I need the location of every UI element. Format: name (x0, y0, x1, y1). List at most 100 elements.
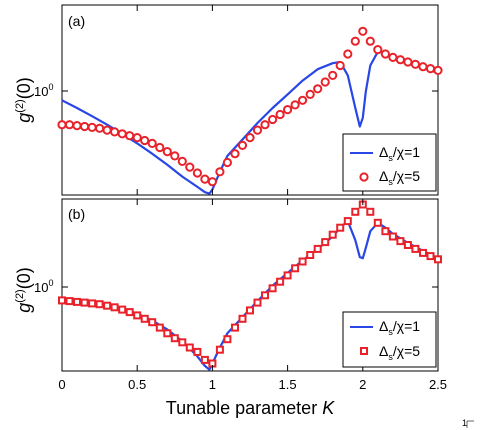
panel-a-marker (433, 65, 443, 76)
panel-a-legend-box (342, 133, 437, 192)
panel-b-marker (58, 296, 66, 305)
panel-b-marker (388, 232, 397, 241)
panel-a-marker (403, 57, 413, 67)
panel-a-marker (365, 36, 375, 46)
panel-b-marker (215, 345, 224, 354)
panel-a-marker (57, 120, 67, 130)
panel-b-marker (231, 323, 239, 332)
panel-a-marker (275, 109, 285, 120)
panel-a-marker (335, 60, 345, 71)
panel-b-marker (396, 237, 405, 246)
panel-b-ylabel-g: g (14, 303, 34, 313)
panel-b-marker (73, 297, 81, 306)
panel-a-marker (125, 131, 135, 141)
panel-b-marker (193, 347, 202, 356)
svg-text:g(2)(0): g(2)(0) (14, 267, 34, 312)
panel-b-marker (163, 329, 172, 338)
panel-a-marker (215, 167, 225, 177)
panel-a-marker (260, 120, 270, 130)
panel-a-marker (147, 138, 157, 148)
panel-b-marker (133, 311, 142, 320)
panel-b-ytick-label: 100 (34, 278, 53, 295)
panel-b-frame (61, 198, 439, 372)
panel-b-marker (118, 305, 127, 314)
panel-b-marker (246, 306, 254, 315)
panel-a-marker (305, 89, 315, 100)
panel-b-legend-entry-1: Δs/χ=1 (379, 318, 420, 337)
panel-b-marker (283, 271, 292, 280)
panel-a: (a) g(2)(0) 100 Δs/χ=1 Δs/χ=5 (14, 4, 443, 196)
x-axis-label-text: Tunable parameter (166, 398, 317, 418)
panel-a-xticks (61, 5, 439, 195)
panel-a-marker (245, 133, 255, 143)
panel-a-marker (410, 59, 420, 69)
panel-a-marker (395, 55, 405, 65)
panel-b-legend-entry-2: Δs/χ=5 (379, 343, 420, 362)
panel-b-marker (88, 299, 97, 308)
panel-a-marker (132, 133, 142, 143)
panel-b-marker (110, 303, 119, 312)
panel-a-ylabel-g: g (14, 113, 34, 123)
panel-a-marker (177, 156, 187, 166)
panel-b-marker (80, 298, 89, 307)
panel-a-label: (a) (68, 13, 85, 29)
panel-b-marker (155, 323, 164, 332)
panel-a-marker (373, 45, 383, 55)
panel-b-marker (366, 207, 375, 216)
panel-b-ylabel-sup: (2) (14, 289, 26, 302)
panel-a-marker (230, 149, 240, 159)
panel-b-marker (321, 238, 330, 247)
panel-b-marker (65, 297, 74, 306)
panel-b-marker (381, 227, 390, 236)
svg-text:g(2)(0): g(2)(0) (14, 77, 34, 122)
panel-b-marker (276, 277, 285, 286)
panel-b-marker (178, 338, 187, 347)
panel-a-marker (350, 36, 360, 46)
panel-a-marker (425, 64, 436, 74)
panel-b-marker (426, 252, 435, 261)
panel-a-marker (380, 49, 390, 59)
panel-b-marker (434, 255, 442, 264)
panel-a-marker (162, 147, 172, 157)
panel-b-marker (140, 314, 149, 323)
panel-a-ylabel-sup: (2) (14, 99, 26, 112)
x-axis-label-var: K (322, 398, 335, 418)
panel-a-marker (72, 121, 82, 131)
panel-b-ytick-exp: 0 (48, 278, 53, 288)
panel-b-legend-square-swatch (360, 347, 368, 355)
panel-a-legend-circle-swatch (359, 172, 369, 182)
panel-a-ytick-exp: 0 (48, 82, 53, 92)
panel-a-marker (64, 120, 75, 130)
panel-a-marks (57, 26, 443, 195)
panel-b-xticks (61, 199, 439, 371)
panel-b-marker (238, 314, 247, 323)
panel-b-marker (291, 264, 300, 273)
panel-b-legend: Δs/χ=1 Δs/χ=5 (342, 311, 437, 368)
panel-b-ylabel-rest: (0) (14, 267, 34, 289)
panel-b-marker (351, 207, 360, 216)
panel-b-marker (306, 251, 315, 259)
panel-b-marker (373, 218, 382, 227)
panel-b-marker (328, 230, 337, 239)
panel-a-marker (388, 52, 398, 63)
panel-a-marker (185, 162, 195, 172)
panel-b-marker (103, 301, 112, 310)
panel-b-marker (148, 318, 157, 327)
panel-b-marker (336, 223, 345, 232)
panel-b-marker (343, 217, 352, 226)
panel-b-marker (125, 308, 134, 317)
panel-a-marker (95, 123, 105, 133)
panel-a-ylabel: g(2)(0) (14, 77, 34, 122)
panel-a-marker (283, 105, 293, 115)
panel-b-marker (200, 355, 209, 364)
panel-a-frame (61, 4, 439, 196)
panel-b-marker (95, 300, 104, 309)
panel-a-marker (102, 125, 112, 135)
panel-b-marker (419, 248, 427, 257)
x-tick-labels: 0 0.5 1 1.5 2 2.5 (58, 377, 447, 392)
panel-b-marks (58, 200, 442, 371)
x-tick-label: 2 (359, 377, 366, 392)
panel-a-marker (117, 129, 127, 139)
panel-b-marker (261, 291, 269, 300)
